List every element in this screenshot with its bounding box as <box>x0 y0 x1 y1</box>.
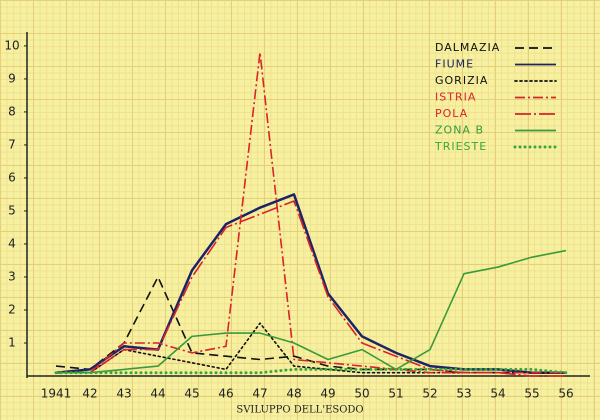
y-tick-label: 4 <box>8 236 16 250</box>
x-tick-label: 47 <box>252 387 267 401</box>
series-line <box>56 200 566 377</box>
y-tick-label: 8 <box>8 104 16 118</box>
legend-label: FIUME <box>435 58 474 71</box>
y-tick-label: 1 <box>8 335 16 349</box>
y-tick-label: 9 <box>8 71 16 85</box>
legend-label: TRIESTE <box>434 140 487 153</box>
chart-title: SVILUPPO DELL'ESODO <box>236 405 363 416</box>
series-line <box>54 367 568 375</box>
x-tick-label: 50 <box>354 387 369 401</box>
y-tick-label: 2 <box>8 302 16 316</box>
x-tick-label: 1941 <box>41 387 72 401</box>
x-tick-label: 44 <box>150 387 165 401</box>
x-tick-label: 48 <box>286 387 301 401</box>
series-line <box>55 322 567 374</box>
series-line <box>56 249 567 374</box>
series-line <box>55 276 566 374</box>
legend-label: ZONA B <box>435 124 484 137</box>
legend-label: DALMAZIA <box>435 41 500 54</box>
x-tick-label: 46 <box>218 387 233 401</box>
x-tick-label: 42 <box>82 387 97 401</box>
legend-label: ISTRIA <box>435 91 476 104</box>
x-tick-label: 54 <box>490 387 505 401</box>
legend-label: GORIZIA <box>435 74 488 87</box>
series-line <box>55 193 566 374</box>
y-tick-label: 3 <box>8 269 16 283</box>
x-tick-label: 45 <box>184 387 199 401</box>
x-tick-label: 49 <box>320 387 335 401</box>
x-tick-label: 55 <box>524 387 539 401</box>
y-tick-label: 7 <box>8 137 16 151</box>
x-tick-label: 43 <box>116 387 131 401</box>
y-tick-label: 10 <box>4 38 19 52</box>
legend-label: POLA <box>435 107 468 120</box>
x-tick-label: 51 <box>388 387 403 401</box>
y-tick-label: 5 <box>8 203 16 217</box>
x-tick-label: 56 <box>558 387 573 401</box>
y-tick-label: 6 <box>8 170 16 184</box>
series-line <box>56 51 566 374</box>
x-tick-label: 52 <box>422 387 437 401</box>
x-tick-label: 53 <box>456 387 471 401</box>
